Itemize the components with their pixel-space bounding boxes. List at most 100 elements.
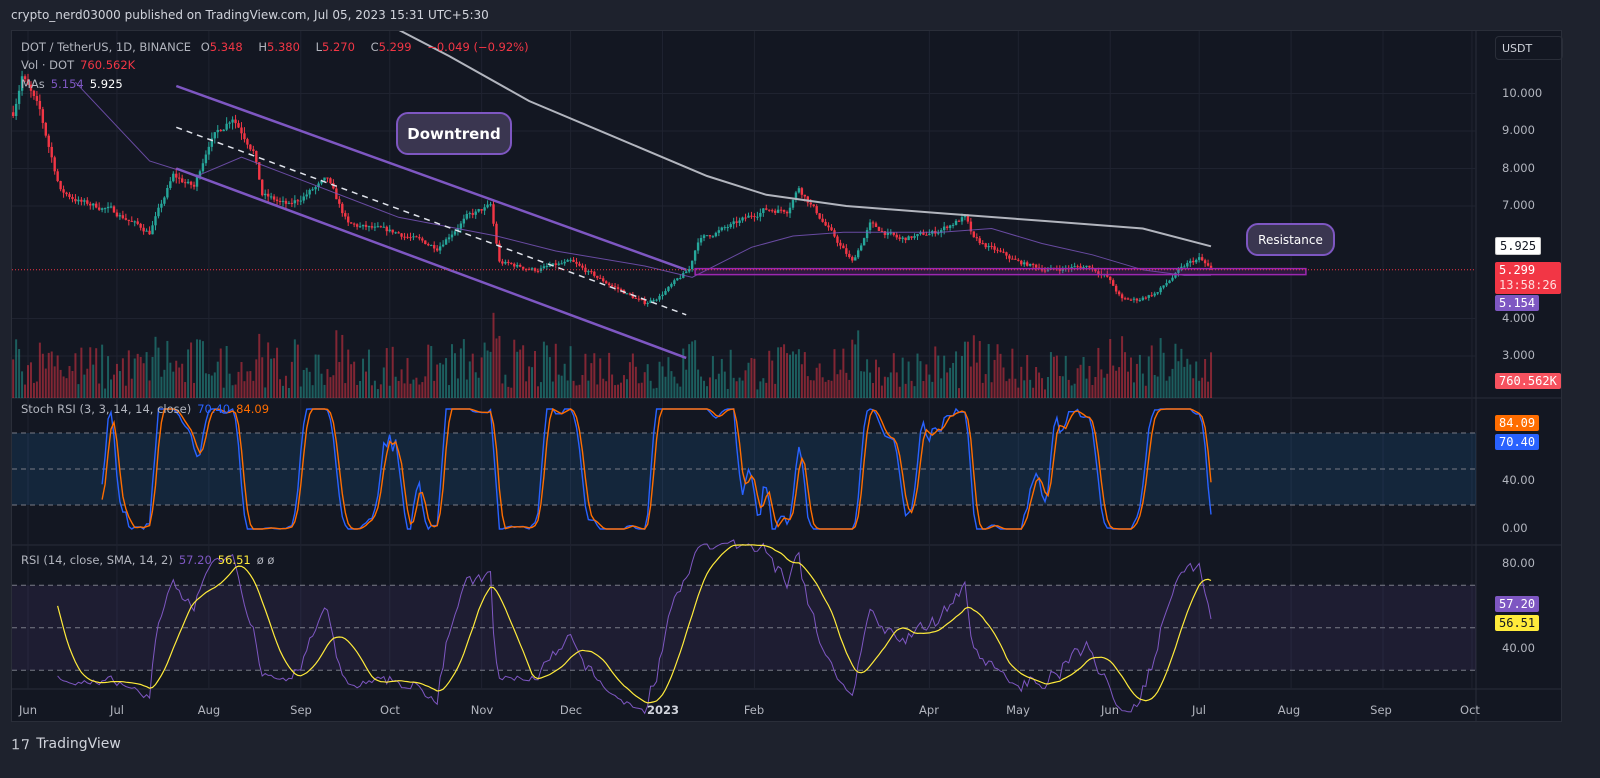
candle-body	[1209, 265, 1213, 270]
candle-body	[166, 187, 169, 198]
volume-bar	[750, 358, 753, 398]
candle-body	[14, 103, 18, 116]
volume-bar	[157, 347, 160, 398]
candle-body	[587, 271, 590, 273]
volume-bar	[1168, 376, 1171, 398]
volume-bar	[1076, 368, 1079, 398]
candle-body	[492, 204, 495, 224]
volume-bar	[133, 358, 136, 398]
volume-bar	[827, 379, 830, 398]
candle-body	[379, 226, 383, 228]
volume-bar	[335, 330, 338, 398]
candle-body	[948, 225, 952, 228]
candle-body	[551, 263, 555, 266]
candle-body	[1097, 271, 1100, 275]
volume-bar	[326, 369, 329, 398]
candle-body	[1076, 266, 1079, 268]
ma200-line	[398, 31, 1212, 248]
candle-body	[219, 129, 222, 132]
candle-body	[993, 246, 996, 250]
currency-button[interactable]: USDT	[1495, 36, 1563, 60]
volume-bar	[913, 386, 916, 398]
volume-bar	[492, 312, 495, 398]
candle-body	[652, 300, 655, 302]
volume-bar	[104, 388, 107, 398]
volume-bar	[187, 349, 190, 398]
stoch-legend: Stoch RSI (3, 3, 14, 14, close) 70.40 84.0…	[21, 402, 275, 416]
volume-bar	[240, 362, 243, 398]
candle-body	[1070, 267, 1073, 269]
volume-bar	[759, 381, 762, 398]
candle-body	[1186, 262, 1189, 267]
volume-bar	[1129, 357, 1132, 398]
volume-bar	[127, 350, 130, 398]
volume-bar	[946, 372, 949, 398]
volume-bar	[812, 380, 815, 398]
candle-body	[554, 263, 557, 265]
candle-body	[940, 230, 943, 233]
volume-bar	[124, 385, 127, 398]
candle-body	[673, 280, 676, 285]
volume-bar	[80, 347, 83, 398]
candle-body	[258, 162, 261, 180]
volume-bar	[602, 378, 605, 398]
candle-body	[854, 257, 857, 261]
candle-body	[720, 227, 724, 231]
volume-bar	[252, 380, 255, 398]
candle-body	[928, 233, 931, 236]
resistance-callout[interactable]: Resistance	[1246, 223, 1335, 256]
volume-bar	[963, 341, 966, 398]
stoch-label[interactable]: Stoch RSI (3, 3, 14, 14, close)	[21, 402, 192, 416]
ma50-price-tag: 5.154	[1495, 295, 1540, 311]
volume-bar	[169, 362, 172, 398]
candle-body	[237, 123, 240, 128]
volume-bar	[409, 383, 412, 398]
volume-bar	[860, 371, 863, 398]
candle-body	[809, 202, 812, 205]
volume-bar	[765, 382, 768, 398]
volume-bar	[38, 342, 41, 398]
candle-body	[658, 296, 661, 300]
price-axis-label: 10.000	[1502, 86, 1543, 100]
volume-bar	[77, 384, 80, 398]
volume-label[interactable]: Vol · DOT	[21, 58, 75, 72]
symbol-title[interactable]: DOT / TetherUS, 1D, BINANCE	[21, 40, 192, 54]
volume-bar	[1014, 378, 1017, 398]
volume-bar	[121, 358, 124, 398]
candle-body	[865, 230, 869, 239]
rsi-tag: 57.20	[1495, 596, 1540, 612]
volume-bar	[848, 379, 851, 398]
volume-bar	[1100, 369, 1103, 398]
candle-body	[631, 294, 635, 298]
volume-bar	[1210, 352, 1213, 398]
candle-body	[1153, 293, 1156, 296]
volume-bar	[854, 344, 857, 398]
time-axis-label: Sep	[1370, 703, 1392, 717]
rsi-label[interactable]: RSI (14, close, SMA, 14, 2)	[21, 553, 173, 567]
volume-bar	[130, 378, 133, 398]
chart-canvas[interactable]	[12, 31, 1561, 721]
candle-body	[661, 294, 664, 297]
mas-label[interactable]: MAs	[21, 77, 45, 91]
candle-body	[252, 149, 255, 151]
candle-body	[373, 226, 377, 228]
rsi-ma-tag: 56.51	[1495, 615, 1540, 631]
volume-bar	[1088, 365, 1091, 398]
candle-body	[314, 187, 317, 190]
candle-body	[474, 211, 477, 215]
volume-bar	[249, 371, 252, 398]
volume-bar	[50, 351, 53, 398]
footer-brand[interactable]: 𝟷𝟽 TradingView	[11, 735, 121, 753]
volume-bar	[1058, 376, 1061, 398]
volume-bar	[83, 374, 86, 398]
volume-bar	[35, 381, 38, 398]
rsi-ma-line	[57, 544, 1212, 704]
candle-body	[427, 244, 430, 246]
candle-body	[385, 226, 388, 232]
downtrend-callout[interactable]: Downtrend	[396, 112, 512, 155]
volume-bar	[44, 368, 47, 398]
candle-body	[35, 96, 39, 101]
volume-bar	[525, 381, 528, 398]
volume-bar	[833, 349, 836, 398]
chart-container[interactable]: DOT / TetherUS, 1D, BINANCE O5.348 H5.38…	[11, 30, 1563, 722]
